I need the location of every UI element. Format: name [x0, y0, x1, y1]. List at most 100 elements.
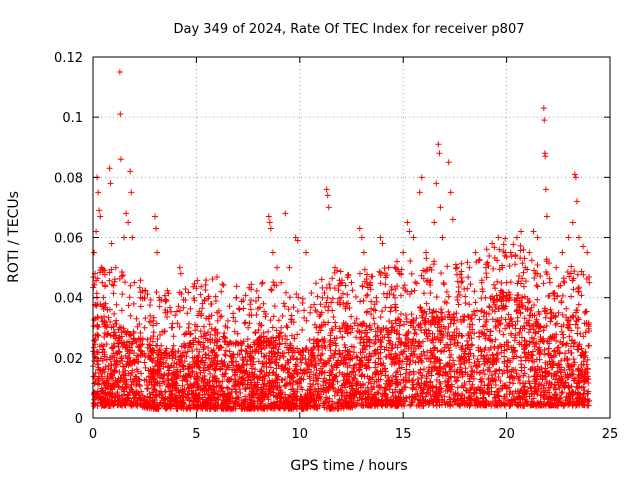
data-point — [552, 351, 559, 358]
data-point — [255, 394, 262, 401]
data-point — [158, 388, 165, 395]
data-point — [520, 283, 527, 290]
data-point — [465, 341, 472, 348]
data-point — [375, 390, 382, 397]
data-point — [170, 342, 177, 349]
data-point — [441, 281, 448, 288]
data-point — [408, 270, 415, 277]
data-point — [444, 329, 451, 336]
data-point — [517, 247, 524, 254]
data-point — [574, 324, 581, 331]
data-point — [133, 315, 140, 322]
data-point — [492, 318, 499, 325]
data-point — [468, 363, 475, 370]
data-point — [349, 287, 356, 294]
data-point — [106, 277, 113, 284]
data-point — [129, 340, 136, 347]
data-point — [283, 322, 290, 329]
data-point — [475, 257, 482, 264]
data-point — [562, 342, 569, 349]
data-point — [218, 288, 225, 295]
data-point — [372, 359, 379, 366]
data-point — [281, 303, 288, 310]
data-point — [491, 301, 498, 308]
data-point — [551, 289, 558, 296]
data-point — [483, 246, 490, 253]
data-point — [203, 277, 210, 284]
data-point — [390, 372, 397, 379]
data-point — [352, 371, 359, 378]
data-point — [146, 302, 153, 309]
data-point — [141, 359, 148, 366]
data-point — [543, 322, 550, 329]
data-point — [218, 313, 225, 320]
data-point — [368, 298, 375, 305]
data-point — [515, 401, 522, 408]
data-point — [358, 234, 365, 241]
data-point — [288, 386, 295, 393]
data-point — [575, 301, 582, 308]
data-point — [557, 369, 564, 376]
data-point — [107, 390, 114, 397]
data-point — [547, 385, 554, 392]
data-point — [565, 384, 572, 391]
data-point — [408, 311, 415, 318]
data-point — [177, 270, 184, 277]
data-point — [462, 350, 469, 357]
data-point — [437, 328, 444, 335]
data-point — [272, 337, 279, 344]
data-point — [299, 300, 306, 307]
data-point — [530, 301, 537, 308]
data-point — [164, 376, 171, 383]
data-point — [425, 370, 432, 377]
data-point — [319, 350, 326, 357]
data-point — [339, 334, 346, 341]
data-point — [397, 310, 404, 317]
data-point — [553, 337, 560, 344]
data-point — [492, 324, 499, 331]
data-point — [489, 398, 496, 405]
data-point — [403, 366, 410, 373]
data-point — [423, 300, 430, 307]
data-point — [356, 225, 363, 232]
data-point — [518, 334, 525, 341]
data-point — [102, 283, 109, 290]
data-point — [121, 279, 128, 286]
data-point — [301, 307, 308, 314]
data-point — [570, 367, 577, 374]
data-point — [396, 331, 403, 338]
data-point — [500, 331, 507, 338]
data-point — [158, 355, 165, 362]
data-point — [162, 347, 169, 354]
data-point — [125, 219, 132, 226]
data-point — [117, 156, 124, 163]
data-point — [312, 280, 319, 287]
data-point — [185, 289, 192, 296]
data-point — [267, 317, 274, 324]
data-point — [282, 210, 289, 217]
data-point — [512, 261, 519, 268]
data-point — [270, 279, 277, 286]
data-point — [110, 282, 117, 289]
data-point — [564, 269, 571, 276]
data-point — [154, 342, 161, 349]
data-point — [347, 323, 354, 330]
data-point — [343, 376, 350, 383]
data-point — [241, 377, 248, 384]
data-point — [359, 402, 366, 409]
data-point — [491, 391, 498, 398]
data-point — [106, 165, 113, 172]
data-point — [233, 283, 240, 290]
data-point — [316, 360, 323, 367]
data-point — [440, 280, 447, 287]
data-point — [123, 210, 130, 217]
data-point — [516, 401, 523, 408]
data-point — [350, 344, 357, 351]
data-point — [210, 374, 217, 381]
data-point — [501, 382, 508, 389]
data-point — [438, 270, 445, 277]
data-point — [491, 343, 498, 350]
data-point — [365, 356, 372, 363]
data-point — [269, 353, 276, 360]
data-point — [437, 337, 444, 344]
